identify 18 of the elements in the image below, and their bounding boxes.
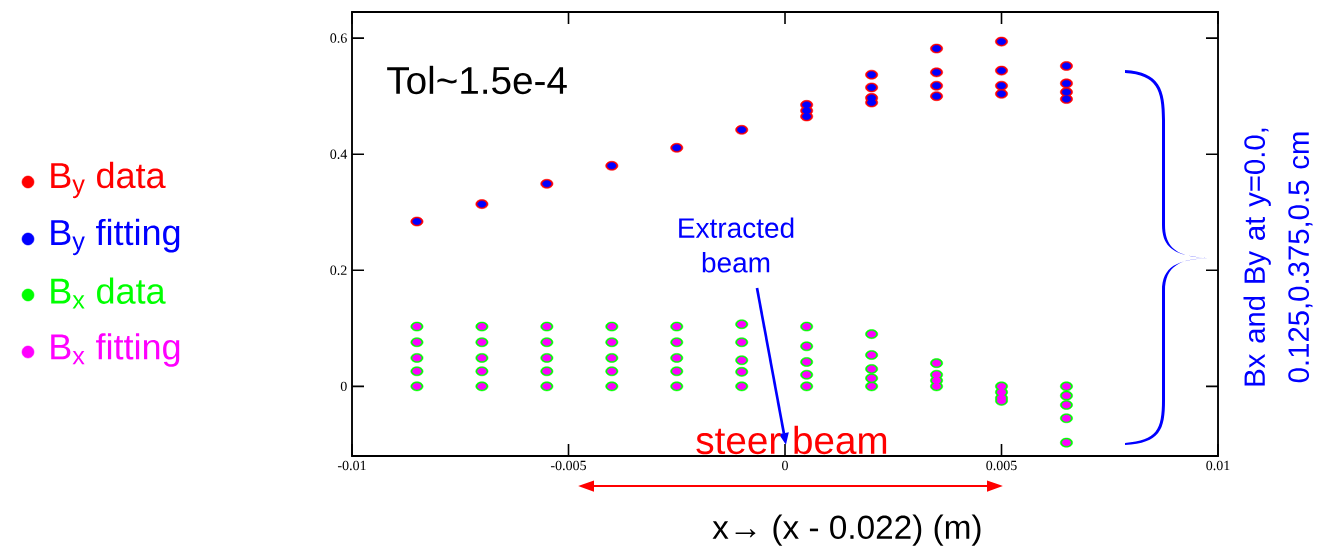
annotation: steer beam — [696, 425, 887, 455]
annotation: Tol~1.5e-4 — [387, 65, 567, 95]
y-tick-label: 0.6 — [330, 33, 347, 43]
x-tick-label: 0.005 — [986, 460, 1017, 471]
y-tick-label: 0 — [340, 381, 347, 392]
x-tick-label: -0.01 — [337, 460, 366, 471]
annotation: Extracted beam — [679, 217, 794, 273]
legend-label: B$_{y}$ data — [51, 161, 166, 199]
legend-label: B$_{x}$ fitting — [51, 333, 180, 367]
legend-label: B$_{x}$ data — [51, 277, 166, 309]
x-tick-label: -0.005 — [550, 460, 587, 471]
legend-label: B$_{y}$ fitting — [51, 218, 180, 256]
x-tick-label: 0.01 — [1206, 460, 1230, 471]
y-tick-label: 0.2 — [330, 265, 347, 276]
x-axis-title: x→ (x - 0.022) (m) — [712, 514, 981, 546]
text: Bx and By at y=0.0, 0.125,0.375,0.5 cm — [1243, 128, 1313, 386]
x-tick-label: 0 — [782, 460, 788, 471]
y-tick-label: 0.4 — [330, 149, 348, 159]
